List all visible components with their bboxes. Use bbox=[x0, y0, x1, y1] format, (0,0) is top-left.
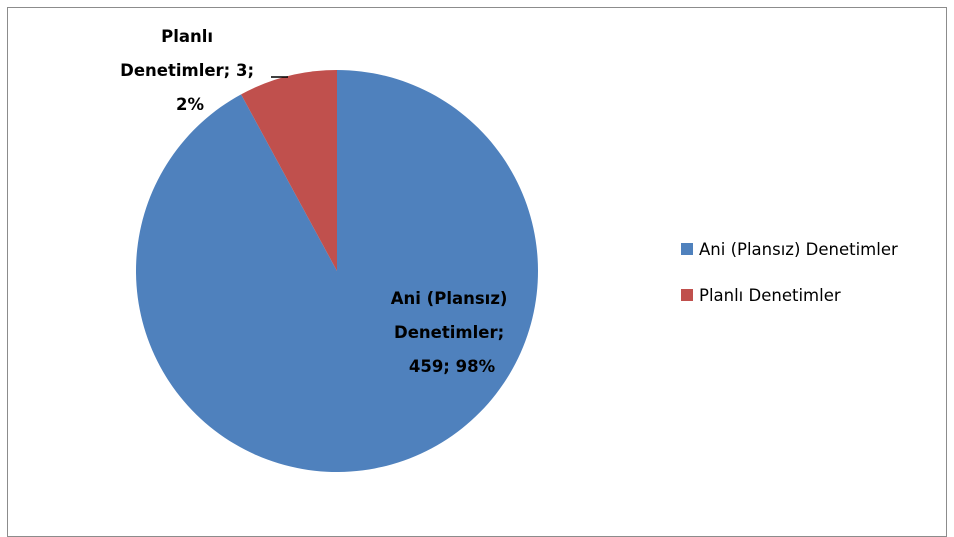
legend-swatch-ani-plansiz bbox=[681, 243, 693, 255]
legend-label-planli: Planlı Denetimler bbox=[699, 285, 841, 305]
data-label-planli: Planlı Denetimler; 3; 2% bbox=[120, 27, 260, 114]
data-label-ani-plansiz: Ani (Plansız) Denetimler; 459; 98% bbox=[391, 289, 513, 376]
legend-swatch-planli bbox=[681, 289, 693, 301]
legend-label-ani-plansiz: Ani (Plansız) Denetimler bbox=[699, 239, 898, 259]
legend-item-ani-plansiz: Ani (Plansız) Denetimler bbox=[681, 237, 898, 261]
pie-slice-planli bbox=[241, 70, 337, 271]
legend-item-planli: Planlı Denetimler bbox=[681, 283, 898, 307]
pie-slice-ani-plansiz bbox=[135, 70, 538, 473]
chart-legend: Ani (Plansız) Denetimler Planlı Denetiml… bbox=[681, 237, 898, 329]
